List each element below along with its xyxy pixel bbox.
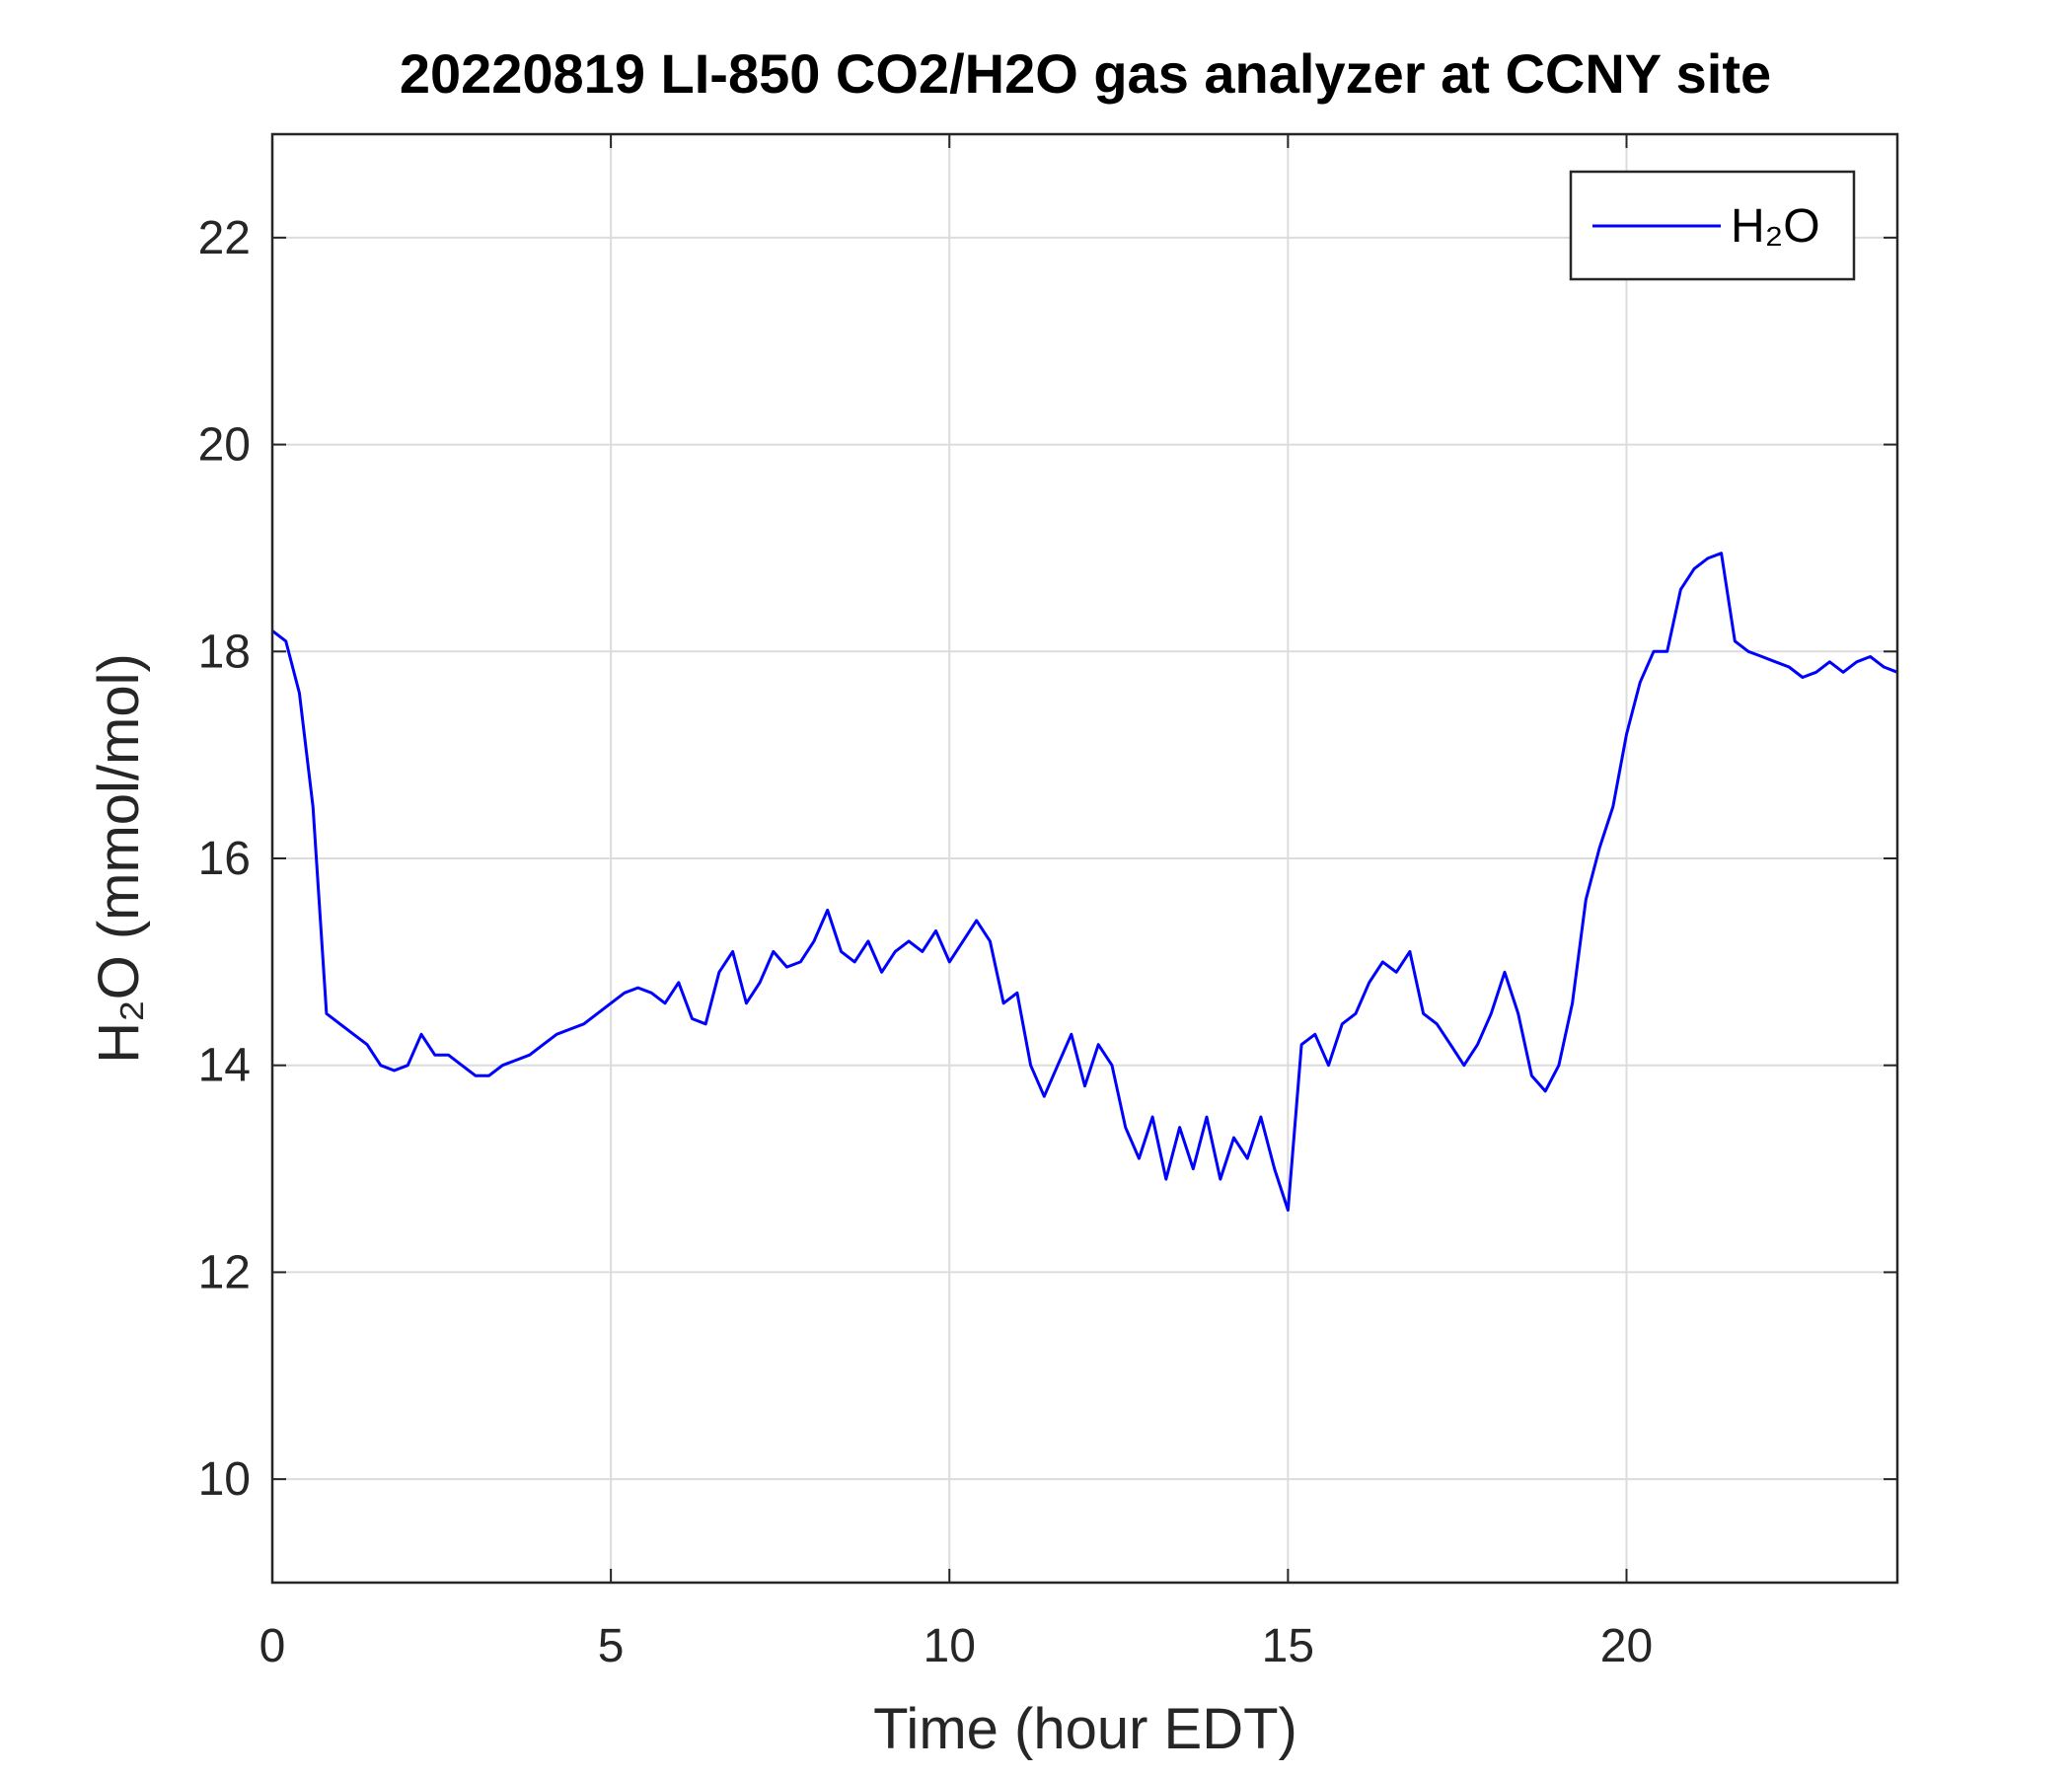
y-tick-label: 18 <box>198 626 251 678</box>
data-line <box>271 552 1898 1212</box>
y-tick-label: 20 <box>198 419 251 472</box>
y-axis-label: H₂O (mmol/mol) <box>87 653 151 1064</box>
x-tick-label: 15 <box>1262 1620 1314 1672</box>
y-tick-label: 12 <box>198 1246 251 1298</box>
y-tick-label: 16 <box>198 833 251 885</box>
x-tick-label: 20 <box>1600 1620 1653 1672</box>
chart-title: 20220819 LI-850 CO2/H2O gas analyzer at … <box>400 42 1771 105</box>
x-tick-label: 10 <box>924 1620 976 1672</box>
legend-label: H₂O <box>1731 200 1820 253</box>
y-tick-label: 22 <box>198 212 251 264</box>
y-tick-label: 10 <box>198 1453 251 1506</box>
x-tick-label: 0 <box>259 1620 286 1672</box>
x-axis-label: Time (hour EDT) <box>873 1697 1297 1761</box>
y-tick-label: 14 <box>198 1040 251 1092</box>
axes-frame <box>270 132 1899 1585</box>
x-tick-label: 5 <box>598 1620 625 1672</box>
